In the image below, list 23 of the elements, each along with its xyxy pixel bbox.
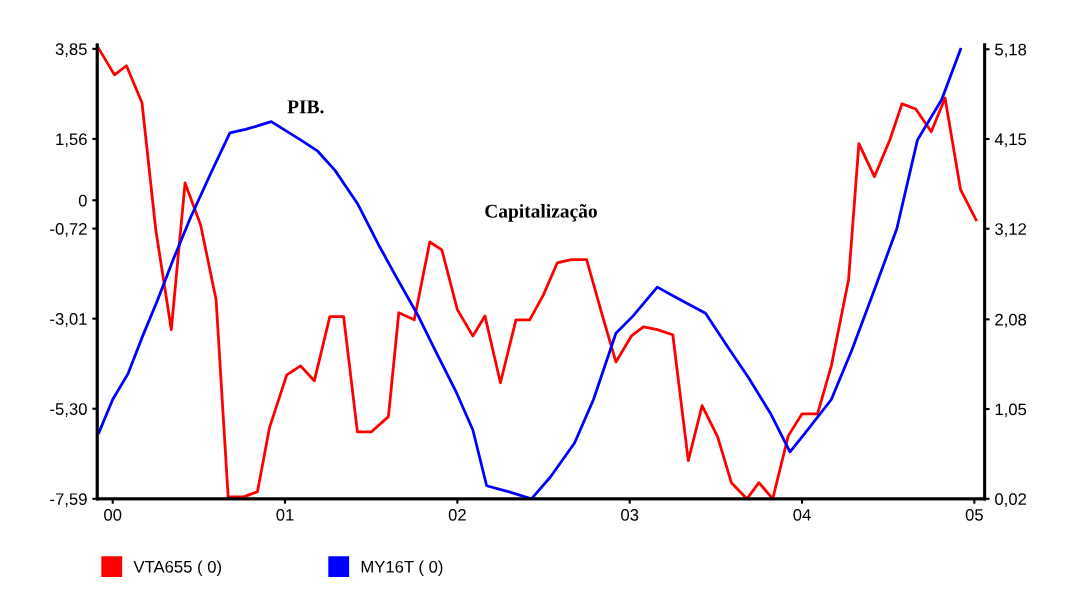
y-tick-label: -5,30	[50, 403, 87, 417]
x-tick-label: 00	[104, 508, 122, 521]
x-tick-label: 04	[793, 508, 811, 521]
y2-tick-label: 4,15	[994, 133, 1027, 148]
annotation: PIB.	[287, 100, 324, 114]
y2-tick-label: 1,05	[995, 403, 1027, 418]
annotation: Capitalização	[485, 204, 597, 222]
y-tick-label: -0,72	[50, 223, 87, 237]
y-tick-label: 1,56	[56, 133, 87, 148]
y2-tick-label: 3,12	[995, 223, 1027, 237]
y2-tick-label: 2,08	[995, 313, 1027, 328]
legend-label: MY16T ( 0)	[361, 560, 443, 576]
y-tick-label: -7,59	[50, 493, 87, 507]
x-tick-label: 03	[621, 508, 639, 521]
x-tick-label: 02	[448, 508, 466, 521]
x-tick-label: 05	[965, 508, 983, 521]
y-tick-label: 3,85	[55, 43, 87, 58]
y-tick-label: -3,01	[50, 313, 87, 327]
x-tick-label: 01	[276, 508, 294, 521]
legend-label: VTA655 ( 0)	[133, 560, 222, 576]
y2-tick-label: 5,18	[995, 43, 1027, 58]
y2-tick-label: 0,02	[995, 493, 1027, 507]
y-tick-label: 0	[78, 194, 87, 207]
